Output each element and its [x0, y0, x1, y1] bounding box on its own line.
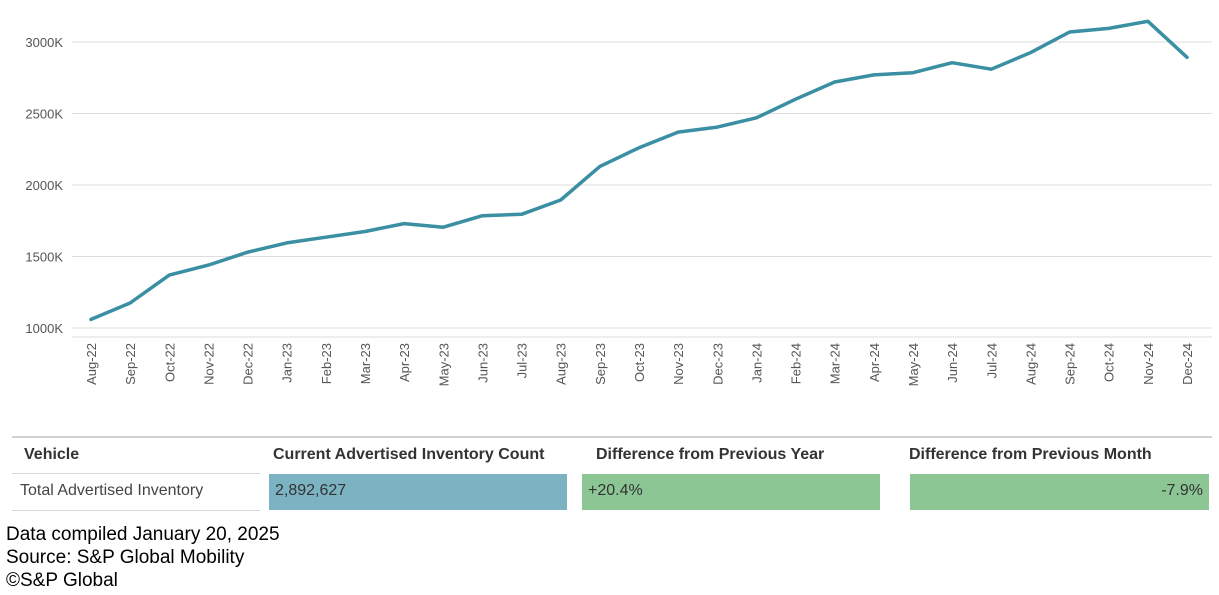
x-tick-label: Jul-24: [984, 343, 999, 378]
copyright-note: ©S&P Global: [6, 570, 118, 591]
x-tick-label: May-23: [436, 343, 451, 386]
y-tick-label: 1000K: [25, 321, 63, 336]
header-inventory-count: Current Advertised Inventory Count: [273, 446, 545, 463]
x-tick-label: Oct-23: [632, 343, 647, 382]
x-tick-label: Dec-24: [1180, 343, 1195, 385]
row-bottom-border: [12, 510, 260, 511]
x-tick-label: Apr-24: [867, 343, 882, 382]
x-tick-label: Dec-23: [710, 343, 725, 385]
x-tick-label: Feb-24: [789, 343, 804, 384]
x-tick-label: Sep-24: [1063, 343, 1078, 385]
data-compiled-note: Data compiled January 20, 2025: [6, 524, 280, 545]
y-tick-label: 2000K: [25, 178, 63, 193]
grid-lines: [72, 41, 1212, 338]
x-tick-label: Nov-24: [1141, 343, 1156, 385]
x-tick-label: Feb-23: [319, 343, 334, 384]
series-line-group: [89, 19, 1189, 322]
row-separator: [12, 473, 260, 474]
inventory-line-chart: 1000K 1500K 2000K 2500K 3000K Aug-22 Sep-22 Oc…: [25, 19, 1212, 386]
x-tick-label: Sep-23: [593, 343, 608, 385]
x-tick-label: Aug-23: [554, 343, 569, 385]
header-difference-previous-month: Difference from Previous Month: [909, 446, 1152, 463]
x-tick-label: Apr-23: [397, 343, 412, 382]
x-tick-label: Aug-24: [1023, 343, 1038, 385]
x-tick-label: Jan-24: [749, 343, 764, 383]
x-tick-label: Dec-22: [241, 343, 256, 385]
x-tick-label: Jun-24: [945, 343, 960, 383]
x-axis-tick-labels: Aug-22 Sep-22 Oct-22 Nov-22 Dec-22 Jan-23 Feb-…: [84, 343, 1195, 386]
inventory-summary-table: Vehicle Current Advertised Inventory Cou…: [12, 436, 1212, 511]
header-difference-previous-year: Difference from Previous Year: [596, 446, 825, 463]
x-tick-label: Mar-23: [358, 343, 373, 384]
x-tick-label: Aug-22: [84, 343, 99, 385]
y-tick-label: 1500K: [25, 250, 63, 265]
series-line: [89, 19, 1189, 322]
previous-year-difference-bar: +20.4%: [582, 474, 880, 510]
y-axis-tick-labels: 1000K 1500K 2000K 2500K 3000K: [25, 35, 63, 336]
x-tick-label: May-24: [906, 343, 921, 386]
x-tick-label: Sep-22: [123, 343, 138, 385]
x-tick-label: Oct-24: [1102, 343, 1117, 382]
inventory-count-bar: 2,892,627: [269, 474, 567, 510]
x-tick-label: Jun-23: [475, 343, 490, 383]
row-vehicle-label: Total Advertised Inventory: [20, 482, 204, 499]
previous-month-difference-bar: -7.9%: [910, 474, 1209, 510]
footer-notes: Data compiled January 20, 2025 Source: S…: [6, 523, 280, 592]
x-tick-label: Jan-23: [280, 343, 295, 383]
x-tick-label: Oct-22: [162, 343, 177, 382]
x-tick-label: Mar-24: [828, 343, 843, 384]
y-tick-label: 3000K: [25, 35, 63, 50]
header-vehicle: Vehicle: [24, 446, 80, 463]
x-tick-label: Nov-22: [201, 343, 216, 385]
x-tick-label: Jul-23: [515, 343, 530, 378]
x-tick-label: Nov-23: [671, 343, 686, 385]
source-note: Source: S&P Global Mobility: [6, 547, 245, 568]
y-tick-label: 2500K: [25, 107, 63, 122]
